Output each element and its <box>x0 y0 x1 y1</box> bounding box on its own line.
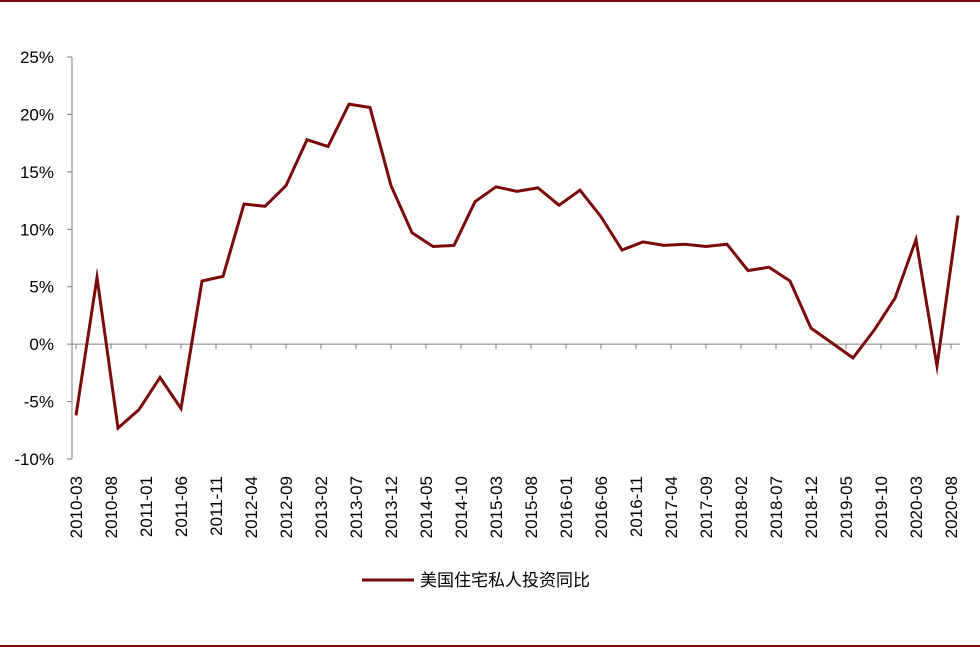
y-axis: 25% 20% 15% 10% 5% 0% -5% -10% <box>14 48 73 469</box>
legend-label: 美国住宅私人投资同比 <box>420 571 590 591</box>
x-tick-label: 2011-06 <box>172 476 191 537</box>
y-tick-label: 0% <box>29 335 54 354</box>
x-tick-label: 2011-11 <box>207 476 226 536</box>
x-tick-label: 2018-07 <box>767 476 786 538</box>
x-tick-label: 2016-11 <box>627 476 646 537</box>
x-tick-label: 2020-08 <box>942 476 961 538</box>
x-tick-label: 2014-05 <box>417 476 436 538</box>
x-tick-label: 2011-01 <box>137 476 156 537</box>
y-tick-label: -5% <box>24 393 54 412</box>
x-tick-label: 2020-03 <box>907 476 926 538</box>
x-tick-label: 2013-12 <box>382 476 401 538</box>
y-tick-label: 25% <box>20 48 54 67</box>
x-tick-label: 2018-02 <box>732 476 751 538</box>
y-tick-label: -10% <box>14 450 54 469</box>
y-tick-label: 10% <box>20 220 54 239</box>
x-tick-label: 2015-08 <box>522 476 541 538</box>
x-tick-label: 2013-07 <box>347 476 366 538</box>
x-tick-label: 2017-09 <box>697 476 716 538</box>
x-tick-label: 2015-03 <box>487 476 506 538</box>
x-tick-label: 2019-10 <box>872 476 891 538</box>
series-line <box>74 102 960 431</box>
y-tick-label: 15% <box>20 163 54 182</box>
y-tick-label: 20% <box>20 105 54 124</box>
x-tick-label: 2016-01 <box>557 476 576 538</box>
x-tick-label: 2013-02 <box>312 476 331 538</box>
bottom-rule <box>0 645 980 647</box>
x-tick-label: 2012-04 <box>242 476 261 538</box>
x-tick-label: 2010-08 <box>102 476 121 538</box>
x-tick-label: 2016-06 <box>592 476 611 538</box>
x-tick-label: 2010-03 <box>67 476 86 538</box>
y-tick-label: 5% <box>29 278 54 297</box>
x-tick-label: 2019-05 <box>837 476 856 538</box>
x-tick-label: 2012-09 <box>277 476 296 538</box>
x-axis: 2010-03 2010-08 2011-01 2011-06 2011-11 2012-… <box>67 343 961 538</box>
x-tick-label: 2017-04 <box>662 476 681 538</box>
x-tick-label: 2014-10 <box>452 476 471 538</box>
legend: 美国住宅私人投资同比 <box>362 571 590 591</box>
top-rule <box>0 0 980 2</box>
series-layer <box>74 102 960 431</box>
x-tick-label: 2018-12 <box>802 476 821 538</box>
